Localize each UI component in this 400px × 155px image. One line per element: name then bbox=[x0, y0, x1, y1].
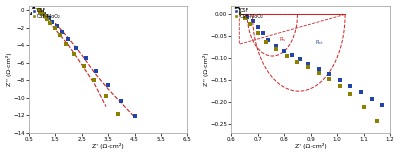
Point bbox=[316, 68, 322, 70]
Point bbox=[284, 55, 290, 57]
Point bbox=[105, 84, 111, 87]
Point bbox=[294, 60, 301, 63]
Point bbox=[73, 46, 80, 49]
Point bbox=[57, 34, 63, 37]
Point bbox=[103, 95, 109, 97]
Point bbox=[43, 14, 49, 17]
Text: B: B bbox=[233, 7, 240, 17]
Point bbox=[289, 53, 295, 56]
Point bbox=[38, 10, 44, 13]
Point bbox=[273, 48, 280, 51]
X-axis label: Z' (Ω·cm²): Z' (Ω·cm²) bbox=[295, 143, 326, 149]
Point bbox=[47, 22, 54, 24]
Text: R$_{\rm s}$: R$_{\rm s}$ bbox=[279, 35, 287, 44]
Point bbox=[255, 31, 261, 34]
Point bbox=[49, 21, 55, 23]
Point bbox=[82, 57, 89, 60]
Point bbox=[80, 65, 87, 67]
Point bbox=[368, 97, 375, 100]
Point bbox=[305, 62, 311, 65]
Point bbox=[52, 27, 58, 30]
Text: R$_{\rm ct}$: R$_{\rm ct}$ bbox=[316, 38, 324, 47]
Point bbox=[44, 18, 50, 20]
Point bbox=[65, 38, 72, 40]
Point bbox=[249, 20, 256, 22]
Point bbox=[305, 66, 311, 68]
Point bbox=[36, 10, 43, 12]
Point bbox=[37, 10, 43, 12]
Point bbox=[236, 13, 242, 16]
Point bbox=[262, 40, 269, 43]
Point bbox=[91, 79, 98, 81]
Point bbox=[45, 17, 52, 20]
Point bbox=[337, 85, 343, 87]
Y-axis label: Z'' (Ω·cm²): Z'' (Ω·cm²) bbox=[203, 52, 209, 86]
Point bbox=[37, 10, 44, 13]
Point bbox=[71, 53, 78, 55]
Point bbox=[131, 115, 138, 117]
Point bbox=[36, 9, 42, 12]
Point bbox=[38, 11, 45, 14]
Y-axis label: Z'' (Ω·cm²): Z'' (Ω·cm²) bbox=[6, 52, 12, 86]
Point bbox=[63, 42, 70, 45]
Point bbox=[358, 91, 364, 93]
Point bbox=[39, 11, 46, 14]
Point bbox=[326, 73, 332, 76]
Point bbox=[281, 50, 288, 52]
Point bbox=[93, 69, 99, 72]
Point bbox=[379, 104, 385, 106]
Point bbox=[41, 13, 47, 15]
Point bbox=[265, 39, 272, 41]
Point bbox=[326, 78, 332, 80]
Point bbox=[241, 17, 248, 19]
Point bbox=[36, 9, 42, 12]
Point bbox=[255, 25, 261, 28]
Text: A: A bbox=[30, 7, 38, 17]
Point bbox=[244, 15, 250, 18]
Point bbox=[115, 112, 121, 115]
Point bbox=[53, 25, 60, 27]
Point bbox=[360, 105, 367, 108]
Point bbox=[247, 23, 253, 25]
Point bbox=[374, 120, 380, 122]
Point bbox=[42, 15, 48, 17]
Point bbox=[35, 9, 41, 11]
Point bbox=[347, 93, 354, 95]
Point bbox=[316, 71, 322, 74]
Point bbox=[260, 31, 266, 34]
Point bbox=[297, 58, 303, 60]
Legend: CSF, CSF-MoO₂: CSF, CSF-MoO₂ bbox=[31, 8, 61, 20]
Point bbox=[59, 31, 65, 33]
Point bbox=[337, 79, 343, 81]
Point bbox=[35, 9, 41, 11]
Point bbox=[347, 85, 354, 87]
Point bbox=[118, 100, 124, 102]
Legend: CSF, CSF-MoO₂: CSF, CSF-MoO₂ bbox=[234, 8, 264, 20]
X-axis label: Z' (Ω·cm²): Z' (Ω·cm²) bbox=[92, 143, 124, 149]
Point bbox=[40, 13, 46, 15]
Point bbox=[273, 45, 280, 47]
